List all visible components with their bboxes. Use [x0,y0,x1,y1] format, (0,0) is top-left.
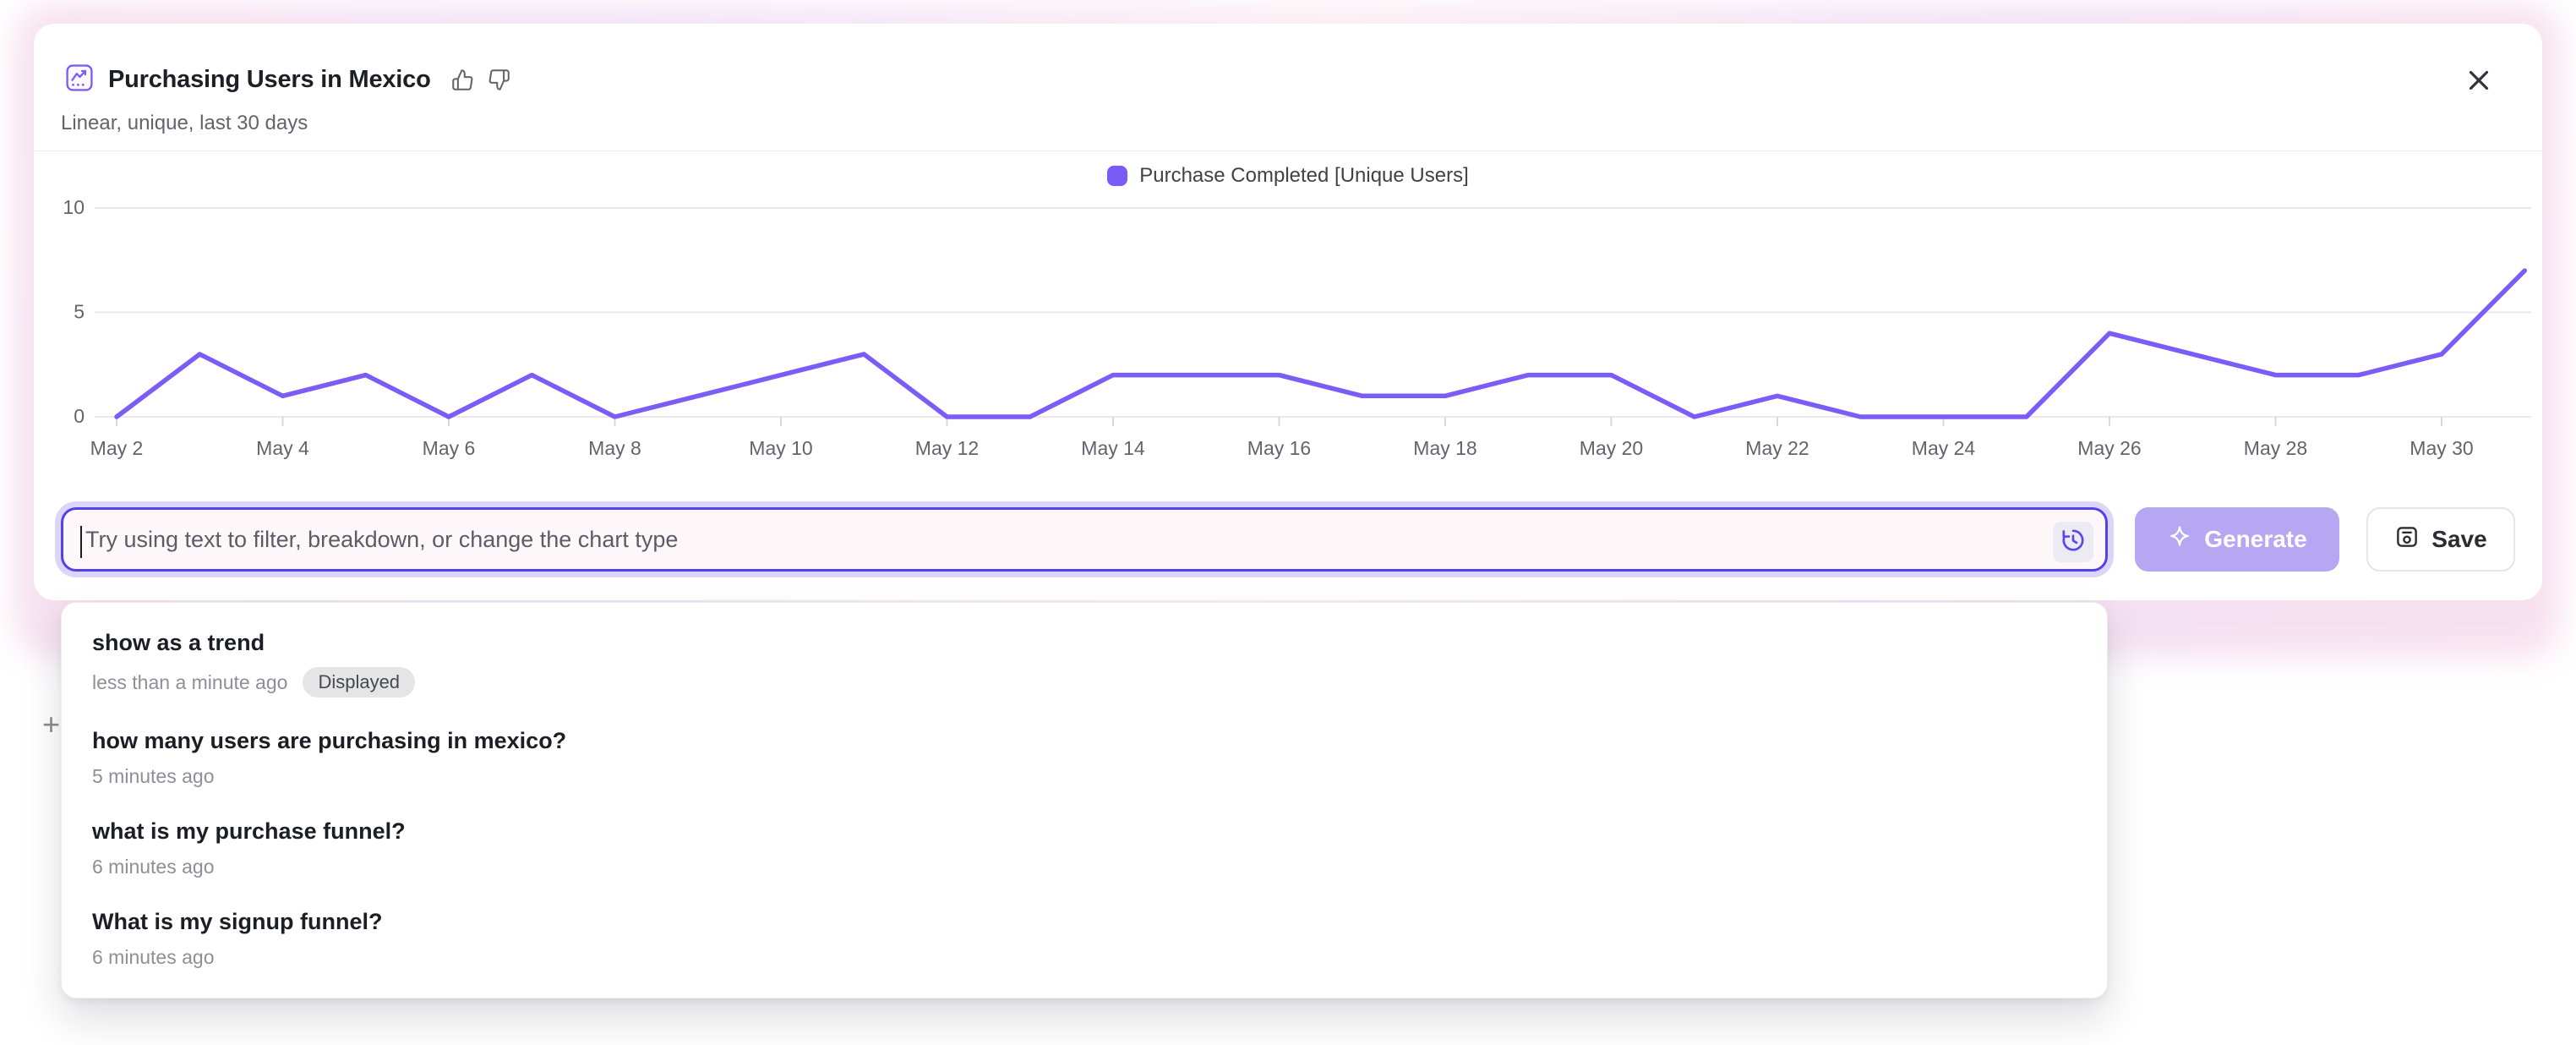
line-chart-icon [66,64,93,96]
svg-text:May 16: May 16 [1247,437,1311,459]
history-item-time: 6 minutes ago [92,856,215,878]
history-item[interactable]: how many users are purchasing in mexico?… [62,711,2107,802]
chart-subtitle: Linear, unique, last 30 days [61,112,308,134]
svg-text:May 28: May 28 [2244,437,2307,459]
page-title: Purchasing Users in Mexico [108,66,431,93]
history-item-time: 6 minutes ago [92,946,215,968]
history-dropdown: show as a trend less than a minute ago D… [61,602,2108,998]
history-item-meta: 5 minutes ago [92,765,2077,788]
chart-card: Purchasing Users in Mexico Linear, uniqu… [34,24,2542,600]
svg-text:May 22: May 22 [1745,437,1809,459]
svg-text:May 18: May 18 [1413,437,1476,459]
history-item-meta: 6 minutes ago [92,856,2077,878]
svg-text:May 6: May 6 [423,437,476,459]
svg-text:May 24: May 24 [1912,437,1976,459]
prompt-input[interactable] [63,510,2105,569]
svg-text:May 10: May 10 [749,437,812,459]
save-button-label: Save [2431,526,2487,552]
background-plus-icon[interactable]: + [42,707,61,741]
card-header: Purchasing Users in Mexico [66,64,510,96]
svg-text:5: 5 [74,301,85,323]
svg-text:May 20: May 20 [1580,437,1643,459]
thumbs-down-icon[interactable] [488,68,510,91]
svg-text:0: 0 [74,405,85,427]
history-item-query: What is my signup funnel? [92,909,383,934]
history-item-meta: 6 minutes ago [92,946,2077,969]
chart-legend: Purchase Completed [Unique Users] [34,164,2542,188]
history-item[interactable]: show as a trend less than a minute ago D… [62,613,2107,711]
history-icon [2060,527,2087,558]
thumbs-up-icon[interactable] [451,68,474,91]
history-item-query: how many users are purchasing in mexico? [92,728,567,753]
generate-button-label: Generate [2204,526,2307,552]
header-divider [34,150,2542,151]
svg-text:May 30: May 30 [2410,437,2473,459]
svg-text:May 8: May 8 [588,437,641,459]
status-badge: Displayed [303,667,416,698]
history-item-time: less than a minute ago [92,670,288,693]
history-item-meta: less than a minute ago Displayed [92,667,2077,698]
text-caret [80,526,82,558]
svg-text:10: 10 [63,196,85,218]
prompt-input-wrap [61,507,2108,572]
history-button[interactable] [2053,522,2093,562]
svg-text:May 26: May 26 [2077,437,2141,459]
history-item-time: 5 minutes ago [92,765,215,787]
svg-text:May 4: May 4 [256,437,309,459]
save-icon [2394,524,2420,555]
legend-swatch [1107,166,1128,186]
svg-text:May 14: May 14 [1081,437,1145,459]
history-item[interactable]: what is my purchase funnel? 6 minutes ag… [62,802,2107,892]
sparkle-icon [2167,524,2192,555]
svg-text:May 2: May 2 [90,437,144,459]
feedback-buttons [451,68,510,91]
save-button[interactable]: Save [2366,507,2515,572]
history-item-query: what is my purchase funnel? [92,818,406,844]
close-icon[interactable] [2463,64,2495,96]
history-item-query: show as a trend [92,630,265,655]
history-item[interactable]: What is my signup funnel? 6 minutes ago [62,892,2107,982]
generate-button[interactable]: Generate [2135,507,2339,572]
svg-text:May 12: May 12 [915,437,979,459]
legend-label: Purchase Completed [Unique Users] [1139,164,1469,187]
line-chart: 0 5 10 May 2 May 4 May 6 May 8 May 10 May 12 May … [63,196,2531,459]
